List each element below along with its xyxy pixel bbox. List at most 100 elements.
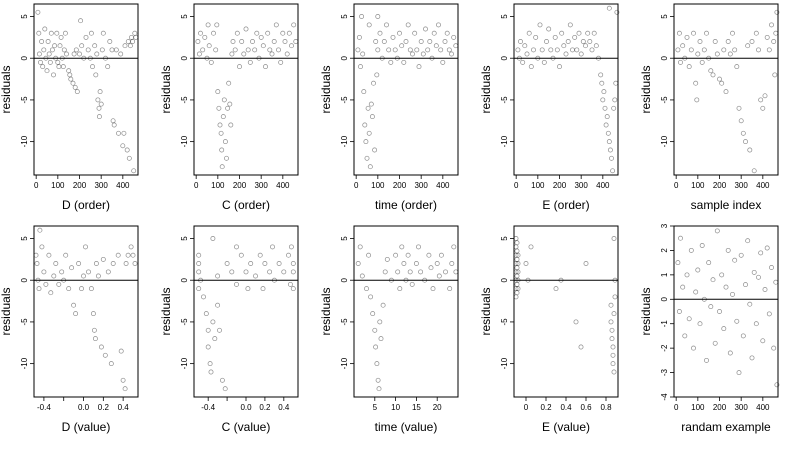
data-point xyxy=(574,47,580,53)
data-point xyxy=(256,55,262,61)
data-point xyxy=(364,286,369,292)
data-point xyxy=(518,39,523,44)
data-point xyxy=(278,59,284,65)
data-point xyxy=(219,377,225,383)
data-point xyxy=(257,252,263,258)
data-point xyxy=(397,30,402,36)
data-point xyxy=(682,333,688,339)
x-tick-label: 300 xyxy=(734,403,748,412)
data-point xyxy=(386,47,392,53)
data-point xyxy=(217,122,223,128)
data-point xyxy=(384,22,389,28)
data-point xyxy=(539,47,545,53)
data-point xyxy=(515,277,521,283)
data-point xyxy=(753,321,759,327)
data-point xyxy=(118,51,124,57)
y-axis-label: residuals xyxy=(159,65,173,113)
data-point xyxy=(120,143,126,149)
x-tick-label: 200 xyxy=(393,181,407,190)
x-tick-label: 100 xyxy=(691,403,705,412)
data-point xyxy=(379,55,385,61)
data-point xyxy=(561,43,567,49)
data-point xyxy=(206,43,212,49)
data-point xyxy=(714,228,720,234)
data-point xyxy=(282,39,288,44)
data-point xyxy=(360,51,366,57)
y-tick-label: 3 xyxy=(660,223,669,228)
data-point xyxy=(604,114,610,120)
data-point xyxy=(126,155,132,161)
data-point xyxy=(79,43,85,49)
data-point xyxy=(374,361,380,367)
data-point xyxy=(377,319,383,325)
data-point xyxy=(573,319,579,325)
data-point xyxy=(96,114,102,120)
y-tick-label: -5 xyxy=(500,318,509,326)
data-point xyxy=(63,252,69,258)
x-tick-label: 0.2 xyxy=(540,403,552,412)
x-axis-label: D (value) xyxy=(62,420,111,434)
data-point xyxy=(535,55,541,61)
data-point xyxy=(513,286,519,292)
x-tick-label: 100 xyxy=(51,181,65,190)
data-point xyxy=(515,261,521,266)
x-axis-label: sample index xyxy=(691,198,762,212)
y-tick-label: 5 xyxy=(500,236,509,241)
data-point xyxy=(238,252,244,258)
y-tick-label: -5 xyxy=(20,318,29,326)
data-point xyxy=(258,34,264,40)
data-point xyxy=(405,22,411,28)
data-point xyxy=(122,386,128,392)
data-point xyxy=(62,30,68,36)
data-point xyxy=(599,80,605,86)
data-point xyxy=(397,286,403,292)
data-point xyxy=(47,59,53,65)
y-tick-label: 5 xyxy=(340,236,349,241)
data-point xyxy=(403,277,409,283)
data-point xyxy=(201,294,206,300)
data-point xyxy=(196,286,202,292)
data-point xyxy=(70,80,76,86)
data-point xyxy=(593,43,599,49)
x-tick-label: 400 xyxy=(116,181,130,190)
x-axis-label: time (order) xyxy=(375,198,437,212)
data-point xyxy=(293,39,299,44)
data-point xyxy=(38,59,43,65)
data-point xyxy=(719,272,725,278)
data-point xyxy=(710,72,716,78)
data-point xyxy=(128,244,134,250)
data-point xyxy=(375,14,381,19)
data-point xyxy=(202,34,208,40)
data-point xyxy=(699,243,705,248)
panel-p5: 0 100 200 300 400 5 0 -5 -10 sample index residual… xyxy=(639,3,780,212)
data-point xyxy=(72,84,78,90)
data-point xyxy=(132,261,138,266)
data-point xyxy=(115,252,121,258)
panel-p1: 0 100 200 300 400 5 0 -5 -10 D (order) residuals xyxy=(0,3,139,212)
x-tick-label: 200 xyxy=(73,181,87,190)
data-point xyxy=(76,261,82,266)
x-tick-label: 300 xyxy=(414,181,428,190)
data-point xyxy=(276,261,282,266)
data-point xyxy=(565,39,571,44)
data-point xyxy=(727,51,733,57)
x-tick-label: 400 xyxy=(436,181,450,190)
data-point xyxy=(203,311,209,317)
data-point xyxy=(426,252,432,258)
data-point xyxy=(253,273,258,279)
data-point xyxy=(252,47,258,53)
data-point xyxy=(57,43,63,49)
data-point xyxy=(451,244,457,250)
data-point xyxy=(682,55,688,61)
data-point xyxy=(523,261,529,266)
data-point xyxy=(676,30,682,36)
data-point xyxy=(766,47,772,53)
data-point xyxy=(51,72,56,78)
data-point xyxy=(583,261,589,266)
data-point xyxy=(196,261,202,266)
data-point xyxy=(516,55,522,61)
data-point xyxy=(407,47,413,53)
y-tick-label: -10 xyxy=(500,357,509,369)
data-point xyxy=(753,30,759,36)
x-tick-label: 0.4 xyxy=(278,403,290,412)
